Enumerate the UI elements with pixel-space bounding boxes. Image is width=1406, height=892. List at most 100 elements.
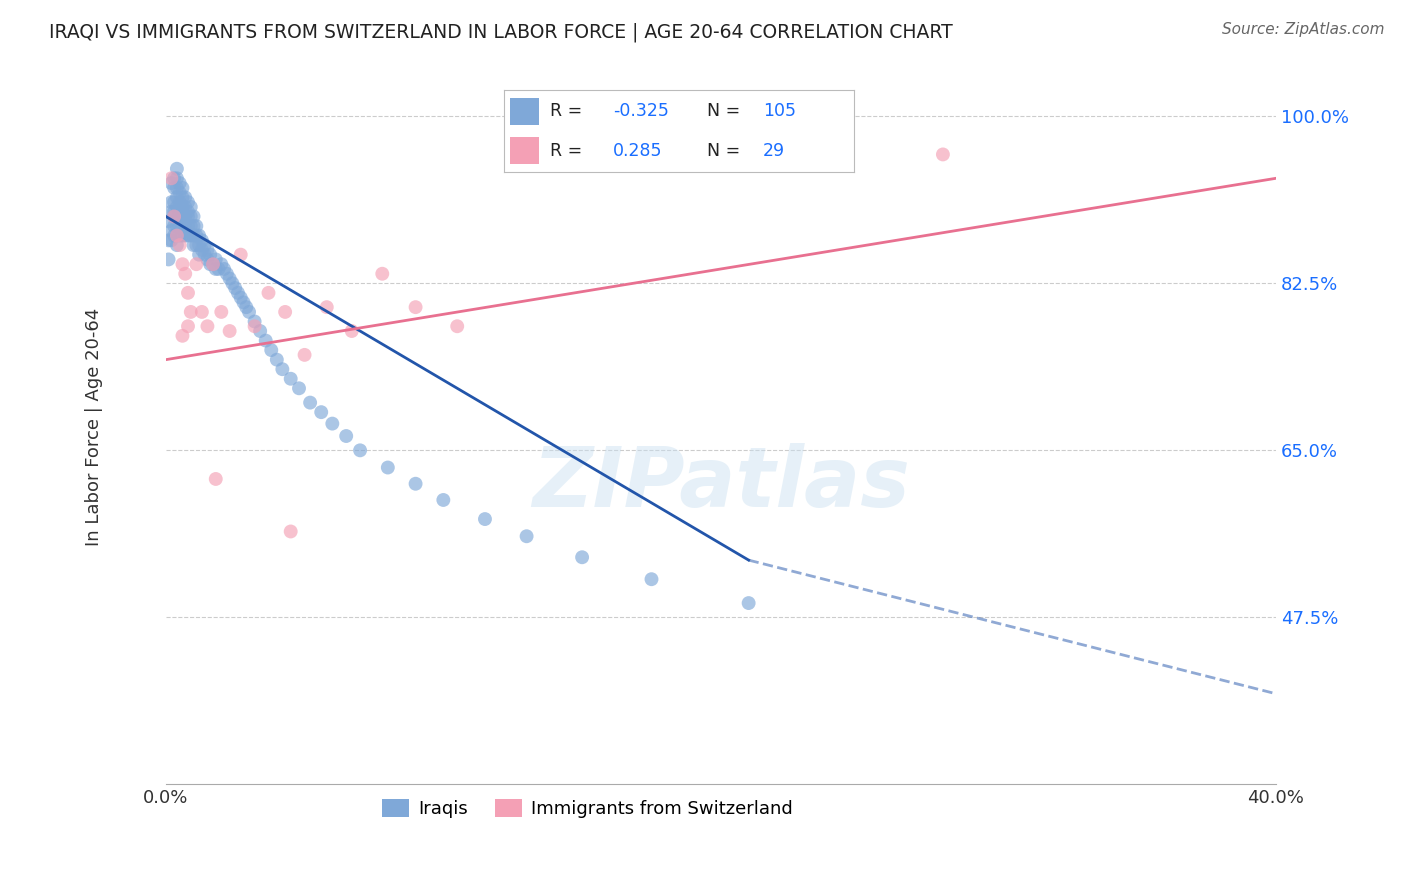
Point [163, 210, 186, 224]
Point [207, 262, 229, 277]
Point [166, 161, 188, 176]
Point [169, 228, 191, 243]
Point [174, 228, 197, 243]
Y-axis label: In Labor Force | Age 20-64: In Labor Force | Age 20-64 [86, 308, 103, 546]
Point [294, 348, 316, 362]
Point [405, 300, 427, 314]
Point [249, 324, 271, 338]
Point [180, 228, 202, 243]
Point [257, 285, 280, 300]
Point [157, 252, 180, 267]
Point [174, 267, 197, 281]
Point [169, 219, 191, 233]
Point [209, 257, 232, 271]
Point [432, 493, 454, 508]
Point [177, 195, 200, 210]
Point [174, 219, 197, 233]
Point [174, 200, 197, 214]
Point [188, 238, 211, 252]
Point [405, 476, 427, 491]
Point [315, 300, 337, 314]
Point [209, 305, 232, 319]
Point [280, 524, 302, 539]
Point [160, 224, 183, 238]
Point [640, 572, 662, 586]
Point [163, 181, 186, 195]
Point [166, 200, 188, 214]
Point [180, 305, 202, 319]
Point [172, 219, 194, 233]
Point [172, 328, 194, 343]
Point [224, 281, 246, 295]
Point [226, 285, 249, 300]
Point [180, 200, 202, 214]
Point [288, 381, 311, 395]
Point [163, 204, 186, 219]
Point [160, 195, 183, 210]
Point [321, 417, 343, 431]
Point [197, 252, 219, 267]
Point [218, 271, 240, 285]
Point [309, 405, 332, 419]
Point [172, 200, 194, 214]
Point [183, 238, 205, 252]
Point [163, 219, 186, 233]
Point [243, 319, 266, 334]
Point [172, 181, 194, 195]
Point [172, 228, 194, 243]
Point [183, 219, 205, 233]
Point [218, 324, 240, 338]
Point [340, 324, 363, 338]
Point [186, 238, 208, 252]
Point [377, 460, 399, 475]
Point [229, 247, 252, 261]
Point [166, 181, 188, 195]
Point [235, 300, 257, 314]
Point [271, 362, 294, 376]
Point [446, 319, 468, 334]
Point [174, 210, 197, 224]
Point [266, 352, 288, 367]
Point [172, 210, 194, 224]
Point [169, 204, 191, 219]
Point [194, 247, 217, 261]
Point [166, 238, 188, 252]
Point [166, 190, 188, 204]
Point [274, 305, 297, 319]
Point [166, 171, 188, 186]
Point [204, 252, 226, 267]
Point [166, 228, 188, 243]
Text: IRAQI VS IMMIGRANTS FROM SWITZERLAND IN LABOR FORCE | AGE 20-64 CORRELATION CHAR: IRAQI VS IMMIGRANTS FROM SWITZERLAND IN … [49, 22, 953, 42]
Point [169, 210, 191, 224]
Point [299, 395, 322, 409]
Point [160, 171, 183, 186]
Text: ZIPatlas: ZIPatlas [531, 443, 910, 524]
Point [516, 529, 538, 543]
Point [160, 204, 183, 219]
Point [169, 176, 191, 190]
Point [163, 228, 186, 243]
Point [197, 243, 219, 257]
Point [172, 190, 194, 204]
Point [260, 343, 283, 358]
Point [212, 262, 235, 277]
Point [204, 262, 226, 277]
Point [180, 210, 202, 224]
Point [174, 190, 197, 204]
Point [186, 219, 208, 233]
Point [163, 210, 186, 224]
Point [183, 228, 205, 243]
Point [474, 512, 496, 526]
Point [169, 186, 191, 200]
Point [204, 472, 226, 486]
Point [229, 291, 252, 305]
Point [371, 267, 394, 281]
Point [201, 257, 224, 271]
Point [163, 171, 186, 186]
Point [349, 443, 371, 458]
Point [191, 243, 214, 257]
Point [160, 233, 183, 247]
Point [254, 334, 277, 348]
Point [201, 257, 224, 271]
Point [177, 228, 200, 243]
